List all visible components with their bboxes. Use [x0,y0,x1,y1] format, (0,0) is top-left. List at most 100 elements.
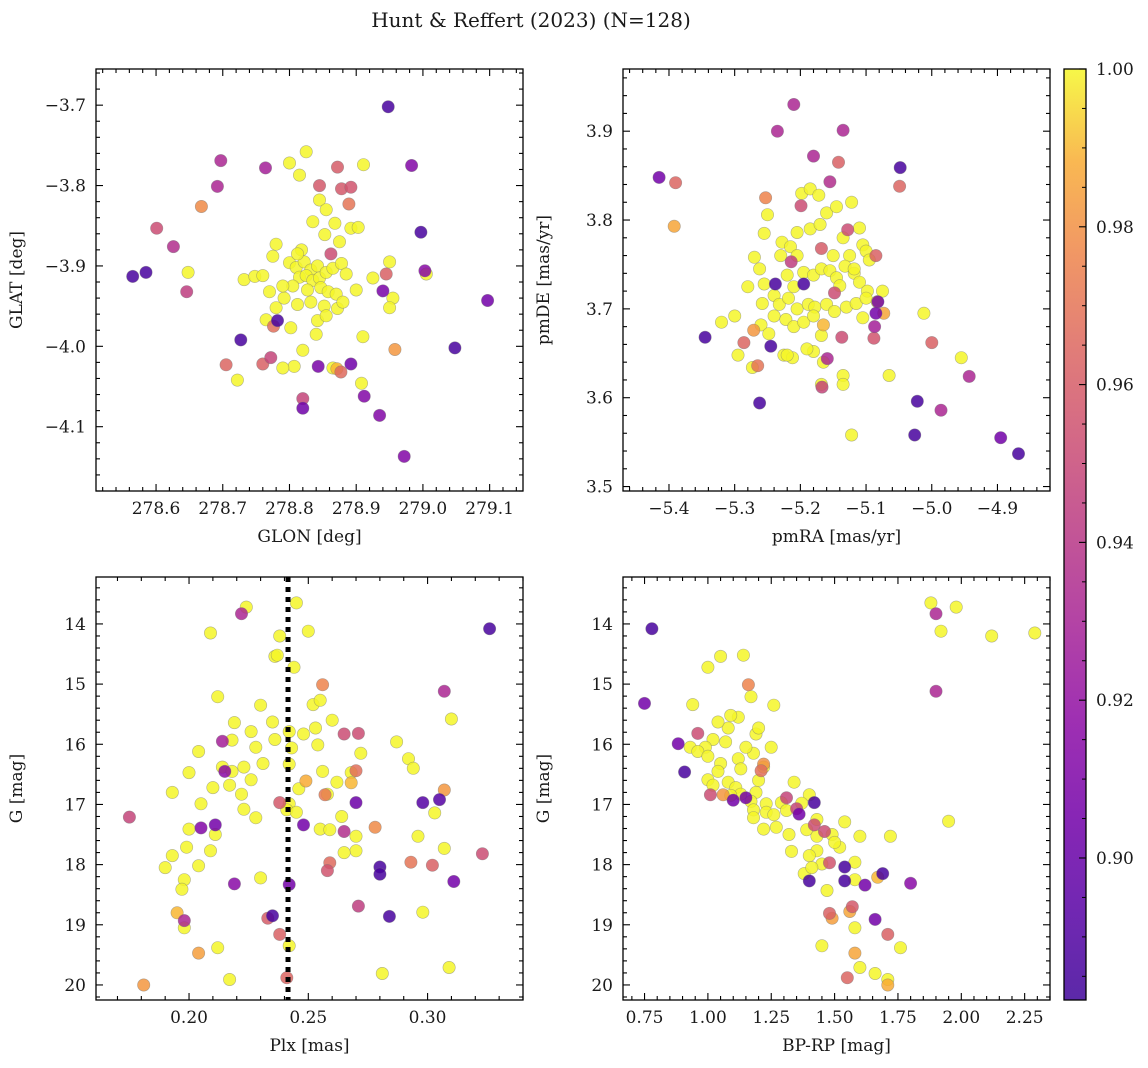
data-point [838,860,852,874]
y-tick-label: 17 [64,795,86,815]
data-point [194,797,208,811]
data-point [924,596,938,610]
data-point [375,966,389,980]
y-tick-label: 3.5 [586,478,613,498]
x-tick-label: −5.1 [845,499,886,519]
colorbar-tick-label: 0.94 [1096,533,1134,553]
y-tick-label: 14 [64,615,86,635]
data-point [741,280,755,294]
data-point [165,849,179,863]
data-point [339,267,353,281]
data-point [792,807,806,821]
data-point [180,285,194,299]
data-point [790,302,804,316]
data-point [817,824,831,838]
data-point [192,946,206,960]
data-point [845,900,859,914]
data-point [751,359,765,373]
data-point [299,145,313,159]
data-point [290,247,304,261]
data-point [783,240,797,254]
data-point [703,788,717,802]
data-point [772,297,786,311]
y-tick-label: 15 [591,675,613,695]
data-point [691,726,705,740]
data-point [416,796,430,810]
data-point [828,835,842,849]
data-point [949,600,963,614]
x-tick-label: 1.50 [816,1008,854,1028]
data-point [856,311,870,325]
data-point [414,225,428,239]
data-point [182,766,196,780]
data-point [265,909,279,923]
data-point [320,864,334,878]
data-point [929,684,943,698]
data-point [312,193,326,207]
data-point [425,858,439,872]
x-tick-label: 1.25 [752,1008,790,1028]
x-tick-label: −5.2 [780,499,821,519]
x-tick-label: 279.1 [465,499,514,519]
data-point [835,330,849,344]
data-point [351,220,365,234]
colorbar-tick-label: 0.96 [1096,376,1134,396]
data-point [194,200,208,214]
data-point [762,327,776,341]
data-point [726,793,740,807]
data-point [859,291,873,305]
x-tick-label: 0.20 [170,1008,208,1028]
data-point [779,791,793,805]
y-tick-label: 19 [591,916,613,936]
data-point [881,978,895,992]
data-point [753,262,767,276]
x-tick-label: 2.00 [942,1008,980,1028]
data-point [881,927,895,941]
data-point [444,712,458,726]
data-point [269,237,283,251]
data-point [306,215,320,229]
data-point [794,199,808,213]
colorbar: 0.90 0.92 0.94 0.96 0.98 1.00 [1063,60,1134,1001]
data-point [836,377,850,391]
data-point [416,905,430,919]
data-point [893,179,907,193]
data-point [158,861,172,875]
x-axis-label: BP-RP [mag] [782,1036,891,1056]
data-point [711,764,725,778]
data-point [739,740,753,754]
data-point [831,155,845,169]
data-point [868,966,882,980]
data-point [787,98,801,112]
data-point [268,732,282,746]
data-point [344,776,358,790]
panel-plx-g: 0.20 0.25 0.30 14 15 16 17 18 19 20 Plx [mas] G [ma… [7,576,524,1056]
axes-frame [95,576,524,1001]
data-point [211,941,225,955]
data-point [852,275,866,289]
data-point [784,255,798,269]
data-point [822,856,836,870]
data-point [211,690,225,704]
data-point [784,844,798,858]
y-tick-label: −4.1 [45,418,86,438]
data-point [237,802,251,816]
data-point [223,778,237,792]
data-point [323,823,337,837]
data-point [876,867,890,881]
data-point [814,242,828,256]
data-point [904,876,918,890]
data-point [219,358,233,372]
data-point [254,698,268,712]
data-point [954,351,968,365]
data-point [827,304,841,318]
y-tick-label: 17 [591,795,613,815]
data-point [780,268,794,282]
data-point [349,283,363,297]
data-point [411,829,425,843]
data-point [273,796,287,810]
data-point [774,249,788,263]
colorbar-tick-label: 0.90 [1096,849,1134,869]
data-point [180,840,194,854]
data-point [309,327,323,341]
